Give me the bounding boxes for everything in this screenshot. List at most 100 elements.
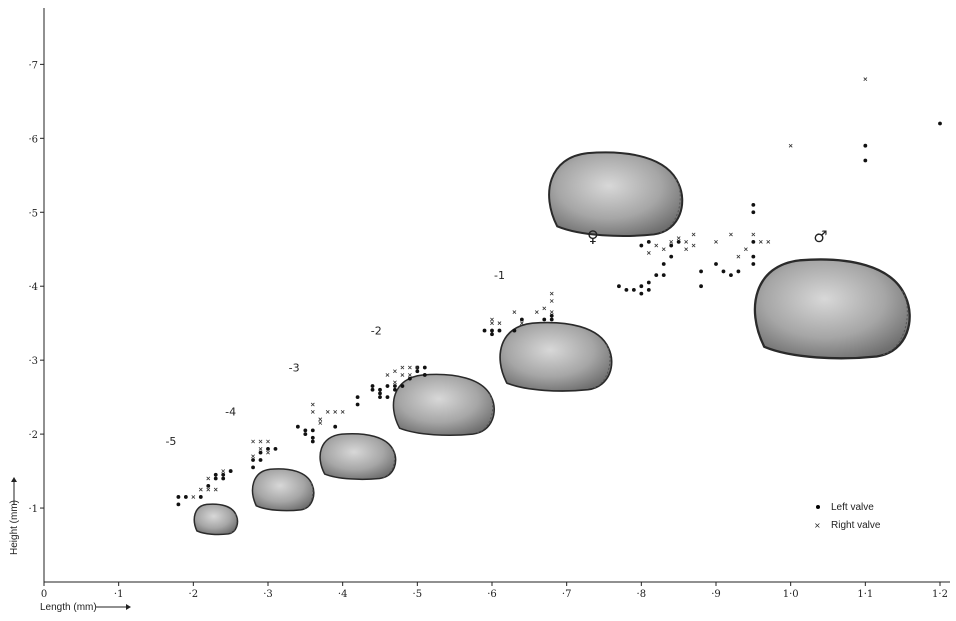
right-valve-point [751,232,756,237]
right-valve-point [206,476,211,481]
right-valve-point [251,454,255,459]
left-valve-point [393,387,397,392]
y-axis-title: Height (mm) [9,500,20,555]
shell-margin-denticles [303,482,314,510]
axes [43,8,950,583]
shell-drawing [319,432,397,481]
instar-stage-label: -1 [494,269,505,282]
y-tick-label: ·1 [28,504,38,515]
shell-outline [499,321,613,392]
left-valve-point [646,280,651,285]
right-valve-point [684,247,689,252]
left-valve-point [378,387,382,392]
shell-drawing [548,151,684,237]
right-valve-point [542,306,547,311]
x-tick-label: ·8 [637,589,647,600]
right-valve-point [729,232,733,237]
left-valve-point [310,439,315,444]
right-valve-point [512,310,517,314]
right-valve-point [766,239,771,244]
left-valve-point [631,288,636,292]
left-valve-point [176,495,181,499]
shell-margin-denticles [592,344,611,389]
left-valve-point [669,243,674,248]
right-valve-point [333,410,338,414]
left-valve-point [183,495,188,499]
left-valve-point [699,284,703,289]
right-valve-point [318,421,323,425]
legend-right-valve-marker: × [814,521,821,530]
left-valve-point [669,254,674,259]
left-valve-point [303,432,308,437]
shell-drawing [193,503,239,536]
left-valve-point [251,458,255,462]
right-valve-point [646,251,651,255]
shell-margin-denticles [659,178,681,234]
left-valve-point [258,450,263,455]
left-valve-point [355,402,360,407]
legend-right-valve-label: Right valve [831,520,881,531]
left-valve-point [422,373,427,377]
right-valve-point [325,410,330,414]
stage-labels: -5 -4 -3 -2 -1 ♀ ♂ [165,227,827,448]
legend-left-valve-marker [816,505,820,509]
right-valve-point [549,310,554,314]
right-valve-point [258,447,263,451]
right-valve-series [191,77,868,499]
shell-drawing [251,468,315,512]
x-tick-label: ·9 [711,589,721,600]
instar-stage-label: -5 [165,435,176,448]
left-valve-point [228,469,233,473]
left-valve-point [617,284,621,289]
left-valve-point [512,328,517,333]
left-valve-point [385,395,390,400]
left-valve-point [863,158,868,163]
left-valve-point [542,317,547,322]
shell-outline [193,503,239,536]
axis-ticks: 0 ·1 ·2 ·3 ·4 ·5 ·6 ·7 ·8 ·9 1·0 1·1 1·2 ·1 ·2 ·3 ·4 ·5 ·6… [28,60,948,600]
x-tick-label: ·5 [413,589,423,600]
x-tick-label: ·2 [189,589,199,600]
left-valve-point [721,269,726,274]
x-tick-label: 1·2 [932,589,948,600]
left-valve-point [549,313,554,318]
right-valve-point [549,299,554,303]
shell-drawing [753,258,911,360]
instar-stage-label: -2 [371,324,382,337]
left-valve-point [729,273,733,278]
left-valve-point [519,317,524,322]
y-tick-label: ·3 [28,356,38,367]
left-valve-point [251,465,255,470]
y-tick-label: ·6 [28,134,38,145]
left-valve-point [221,476,226,481]
right-valve-point [654,243,659,248]
right-valve-point [743,247,748,252]
left-valve-point [176,502,181,507]
right-valve-point [669,239,674,244]
left-valve-point [482,328,487,333]
right-valve-point [266,439,270,444]
left-valve-point [198,495,203,499]
shell-margin-denticles [382,448,395,479]
right-valve-point [407,365,412,370]
ostracod-shell-drawings [193,151,911,536]
left-valve-point [370,387,375,392]
left-valve-point [676,239,681,244]
left-valve-point [736,269,741,274]
x-tick-label: ·3 [263,589,273,600]
right-valve-point [549,291,554,296]
right-valve-point [519,321,524,326]
shell-outline [319,432,397,481]
right-valve-point [400,373,405,377]
right-valve-point [407,373,412,377]
left-valve-point [221,472,226,477]
left-valve-point [751,254,756,259]
left-valve-point [385,384,390,388]
right-valve-point [310,402,315,407]
left-valve-point [490,332,494,337]
left-valve-point [639,243,644,248]
y-tick-label: ·2 [28,430,38,441]
left-valve-point [549,317,554,322]
right-valve-point [221,469,226,473]
x-tick-label: ·4 [338,589,348,600]
